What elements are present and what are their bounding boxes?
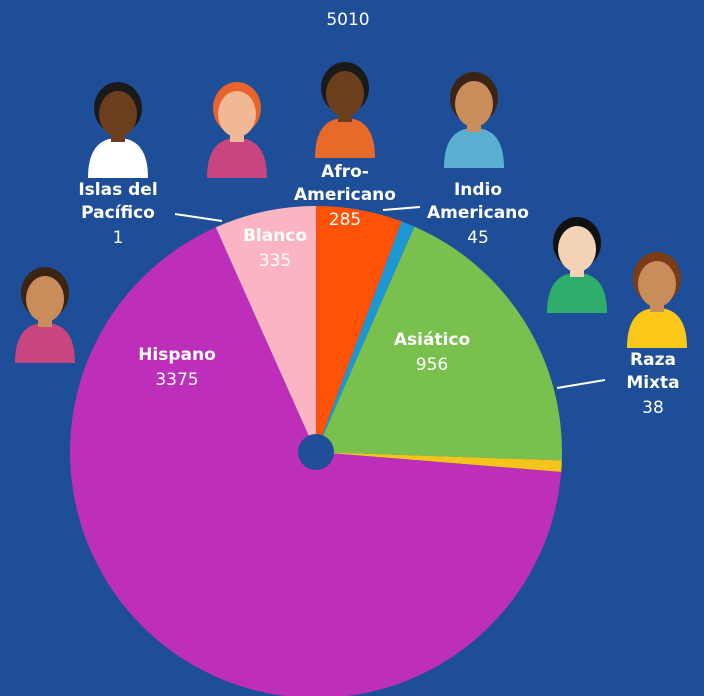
person-head <box>326 71 364 117</box>
slice-value: 1 <box>113 228 124 248</box>
person-head <box>558 226 596 272</box>
chart: 5010 Afro- Americano 285 Indio Americano 45 As… <box>0 0 704 696</box>
slice-value: 335 <box>259 251 291 271</box>
person-head <box>455 81 493 127</box>
center-dot <box>298 434 334 470</box>
person-head <box>218 91 256 137</box>
slice-value: 45 <box>467 228 489 248</box>
slice-label: Hispano <box>138 345 216 365</box>
slice-value: 285 <box>329 210 361 230</box>
slice-label: Indio <box>454 180 502 200</box>
slice-label: Americano <box>294 185 396 205</box>
person-head <box>638 261 676 307</box>
slice-label: Afro- <box>321 162 369 182</box>
slice-label: Raza <box>630 350 676 370</box>
slice-value: 38 <box>642 398 664 418</box>
slice-label: Asiático <box>394 330 470 350</box>
person-head <box>26 276 64 322</box>
slice-label: Islas del <box>78 180 157 200</box>
slice-label: Blanco <box>243 226 307 246</box>
slice-label: Americano <box>427 203 529 223</box>
slice-value: 3375 <box>155 370 198 390</box>
person-head <box>99 91 137 137</box>
slice-value: 956 <box>416 355 448 375</box>
slice-label: Mixta <box>626 373 679 393</box>
total: 5010 <box>326 10 369 30</box>
slice-label: Pacífico <box>81 203 155 223</box>
